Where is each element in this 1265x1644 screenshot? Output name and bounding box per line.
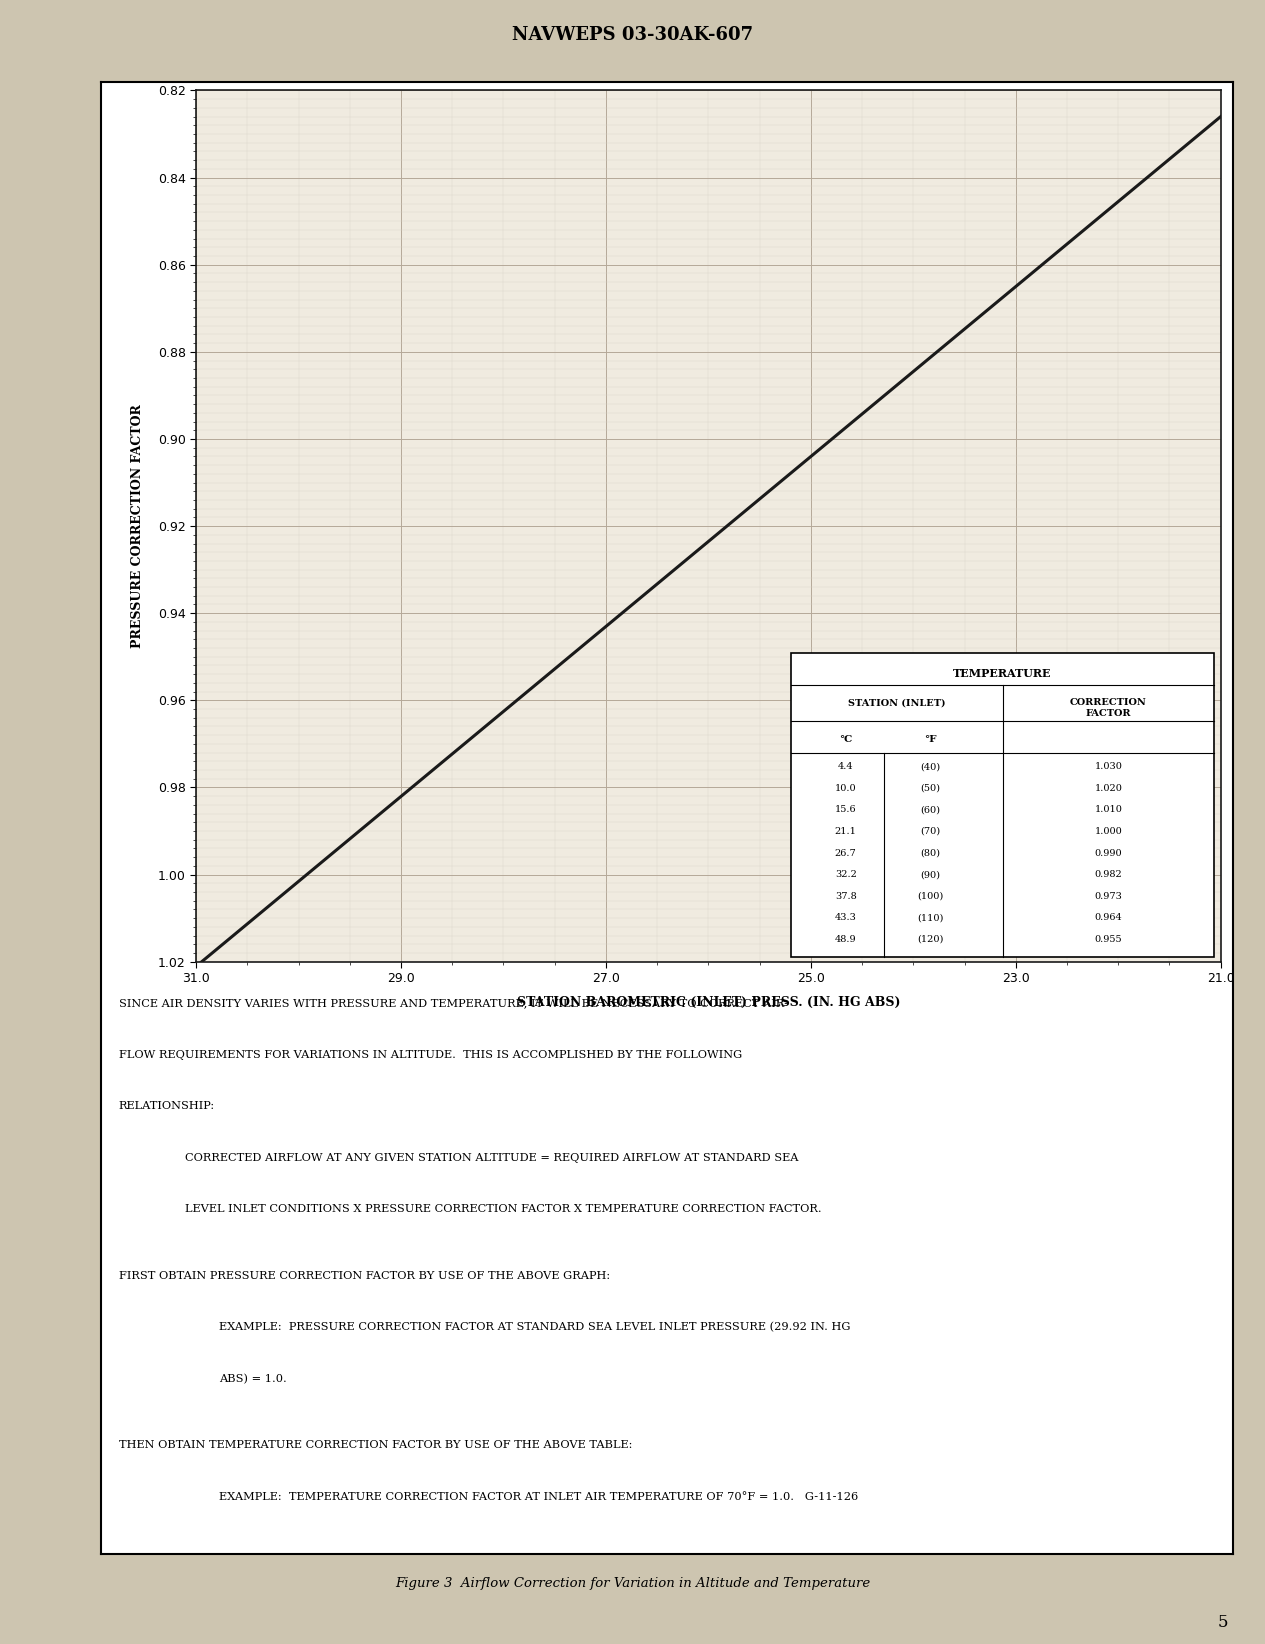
Text: 1.020: 1.020 (1094, 784, 1122, 792)
Text: FLOW REQUIREMENTS FOR VARIATIONS IN ALTITUDE.  THIS IS ACCOMPLISHED BY THE FOLLO: FLOW REQUIREMENTS FOR VARIATIONS IN ALTI… (119, 1049, 741, 1060)
Text: (70): (70) (921, 827, 941, 835)
Text: (120): (120) (917, 935, 944, 944)
Text: 0.964: 0.964 (1094, 914, 1122, 922)
Text: (80): (80) (921, 848, 940, 858)
Text: 0.973: 0.973 (1094, 891, 1122, 901)
Text: TEMPERATURE: TEMPERATURE (954, 667, 1051, 679)
Text: 0.955: 0.955 (1094, 935, 1122, 944)
Text: °C: °C (839, 735, 853, 743)
Text: 0.982: 0.982 (1094, 870, 1122, 880)
Text: 10.0: 10.0 (835, 784, 856, 792)
Text: 1.000: 1.000 (1094, 827, 1122, 835)
Text: 48.9: 48.9 (835, 935, 856, 944)
Text: 1.030: 1.030 (1094, 763, 1122, 771)
Text: (50): (50) (921, 784, 940, 792)
Text: EXAMPLE:  PRESSURE CORRECTION FACTOR AT STANDARD SEA LEVEL INLET PRESSURE (29.92: EXAMPLE: PRESSURE CORRECTION FACTOR AT S… (219, 1322, 850, 1333)
Text: 26.7: 26.7 (835, 848, 856, 858)
Text: EXAMPLE:  TEMPERATURE CORRECTION FACTOR AT INLET AIR TEMPERATURE OF 70°F = 1.0. : EXAMPLE: TEMPERATURE CORRECTION FACTOR A… (219, 1491, 858, 1503)
Text: CORRECTION
FACTOR: CORRECTION FACTOR (1070, 699, 1147, 718)
X-axis label: STATION BAROMETRIC (INLET) PRESS. (IN. HG ABS): STATION BAROMETRIC (INLET) PRESS. (IN. H… (516, 996, 901, 1009)
Text: SINCE AIR DENSITY VARIES WITH PRESSURE AND TEMPERATURE, IT WILL BE NECESSARY TO : SINCE AIR DENSITY VARIES WITH PRESSURE A… (119, 998, 788, 1008)
Text: (100): (100) (917, 891, 944, 901)
Text: (40): (40) (921, 763, 941, 771)
Text: °F: °F (925, 735, 936, 743)
Text: RELATIONSHIP:: RELATIONSHIP: (119, 1101, 215, 1111)
Text: CORRECTED AIRFLOW AT ANY GIVEN STATION ALTITUDE = REQUIRED AIRFLOW AT STANDARD S: CORRECTED AIRFLOW AT ANY GIVEN STATION A… (186, 1152, 799, 1162)
Text: 5: 5 (1218, 1614, 1228, 1631)
Text: NAVWEPS 03-30AK-607: NAVWEPS 03-30AK-607 (512, 26, 753, 44)
Text: Figure 3  Airflow Correction for Variation in Altitude and Temperature: Figure 3 Airflow Correction for Variatio… (395, 1577, 870, 1590)
Text: (60): (60) (921, 806, 940, 814)
Y-axis label: PRESSURE CORRECTION FACTOR: PRESSURE CORRECTION FACTOR (130, 404, 144, 648)
Text: 0.990: 0.990 (1094, 848, 1122, 858)
Text: 4.4: 4.4 (837, 763, 854, 771)
Text: STATION (INLET): STATION (INLET) (848, 699, 945, 707)
Text: FIRST OBTAIN PRESSURE CORRECTION FACTOR BY USE OF THE ABOVE GRAPH:: FIRST OBTAIN PRESSURE CORRECTION FACTOR … (119, 1271, 610, 1281)
Text: 43.3: 43.3 (835, 914, 856, 922)
Text: ABS) = 1.0.: ABS) = 1.0. (219, 1374, 287, 1384)
Text: 15.6: 15.6 (835, 806, 856, 814)
Text: LEVEL INLET CONDITIONS X PRESSURE CORRECTION FACTOR X TEMPERATURE CORRECTION FAC: LEVEL INLET CONDITIONS X PRESSURE CORREC… (186, 1203, 822, 1213)
Text: 21.1: 21.1 (835, 827, 856, 835)
Text: 1.010: 1.010 (1094, 806, 1122, 814)
Text: 37.8: 37.8 (835, 891, 856, 901)
Text: (110): (110) (917, 914, 944, 922)
Text: THEN OBTAIN TEMPERATURE CORRECTION FACTOR BY USE OF THE ABOVE TABLE:: THEN OBTAIN TEMPERATURE CORRECTION FACTO… (119, 1440, 632, 1450)
Text: 32.2: 32.2 (835, 870, 856, 880)
Text: (90): (90) (921, 870, 940, 880)
